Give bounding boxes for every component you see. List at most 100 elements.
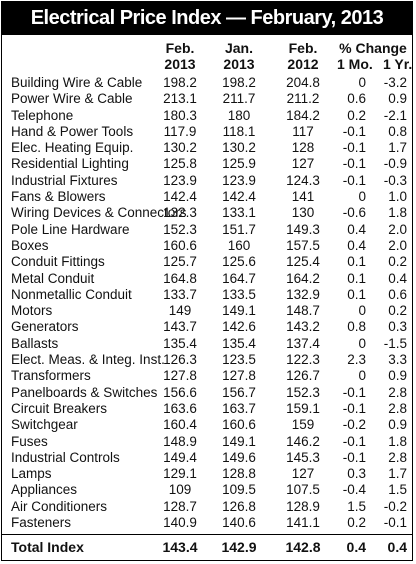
change-one-month: 1.5 [347,498,366,514]
value-feb-2013: 148.9 [163,433,197,449]
change-one-month: 0 [358,335,366,351]
value-feb-2012: 132.9 [286,286,320,302]
change-one-month: 0.1 [347,254,366,270]
change-one-year: 2.8 [388,384,407,400]
change-one-year: 2.8 [388,449,407,465]
change-one-month: 0.4 [347,221,366,237]
value-jan-2013: 133.1 [222,205,256,221]
total-row: Total Index 143.4 142.9 142.8 0.4 0.4 [2,535,412,559]
change-one-month: -0.4 [342,482,366,498]
item-name: Fans & Blowers [11,189,106,205]
change-one-month: -0.1 [342,449,366,465]
value-jan-2013: 180 [227,107,251,123]
value-feb-2012: 130 [291,205,315,221]
value-feb-2012: 125.4 [286,254,320,270]
item-name: Lamps [11,466,52,482]
value-jan-2013: 211.7 [222,91,256,107]
value-jan-2013: 156.7 [222,384,256,400]
column-headers: Feb. 2013 Jan. 2013 Feb. 2012 % Change 1… [2,35,412,75]
value-jan-2013: 149.1 [222,433,256,449]
value-jan-2013: 160.6 [222,417,256,433]
value-feb-2012: 127 [291,466,315,482]
table-row: Appliances 109 109.5 107.5 -0.4 1.5 [2,482,412,498]
change-one-month: 0.2 [347,107,366,123]
value-feb-2012: 164.2 [286,270,320,286]
value-feb-2012: 128.9 [286,498,320,514]
change-one-year: 0.2 [388,254,407,270]
table-row: Fuses 148.9 149.1 146.2 -0.1 1.8 [2,434,412,450]
value-feb-2013: 125.8 [163,156,197,172]
value-feb-2012: 148.7 [286,303,320,319]
item-name: Industrial Fixtures [11,172,118,188]
value-jan-2013: 198.2 [222,75,256,90]
value-jan-2013: 160 [227,237,251,253]
value-feb-2012: 145.3 [286,449,320,465]
item-name: Telephone [11,107,74,123]
header-feb-2012: Feb. 2012 [287,40,319,72]
total-feb-2012: 142.8 [285,539,321,556]
change-one-month: -0.1 [342,140,366,156]
value-jan-2013: 142.4 [222,189,256,205]
table-row: Nonmetallic Conduit 133.7 133.5 132.9 0.1 0.6 [2,287,412,303]
table-row: Circuit Breakers 163.6 163.7 159.1 -0.1 2.8 [2,401,412,417]
value-feb-2013: 140.9 [163,515,197,531]
change-one-month: -0.6 [342,205,366,221]
change-one-year: 1.0 [388,189,407,205]
value-feb-2012: 122.3 [286,352,320,368]
table-row: Wiring Devices & Connectors 132.3 133.1 130… [2,205,412,221]
change-one-month: 0.6 [347,91,366,107]
change-one-month: -0.1 [342,433,366,449]
change-one-month: -0.1 [342,384,366,400]
table-row: Ballasts 135.4 135.4 137.4 0 -1.5 [2,336,412,352]
item-name: Ballasts [11,335,59,351]
change-one-month: 0 [358,75,366,90]
value-feb-2013: 143.7 [163,319,197,335]
change-one-year: 2.0 [388,237,407,253]
value-feb-2012: 146.2 [286,433,320,449]
value-feb-2013: 117.9 [163,123,197,139]
change-one-year: 0.9 [388,368,407,384]
header-pct-change: % Change 1 Mo. 1 Yr. [337,40,413,72]
item-name: Fuses [11,433,48,449]
value-jan-2013: 126.8 [222,498,256,514]
header-feb-2013: Feb. 2013 [164,40,196,72]
value-jan-2013: 164.7 [222,270,256,286]
item-name: Boxes [11,237,49,253]
table-row: Elect. Meas. & Integ. Inst. 126.3 123.5 122… [2,352,412,368]
item-name: Hand & Power Tools [11,123,134,139]
change-one-month: -0.1 [342,172,366,188]
table-row: Elec. Heating Equip. 130.2 130.2 128 -0.1 1.7 [2,140,412,156]
item-name: Power Wire & Cable [11,91,133,107]
value-jan-2013: 123.5 [222,352,256,368]
value-feb-2012: 128 [291,140,315,156]
value-feb-2013: 163.6 [163,400,197,416]
total-label: Total Index [11,539,84,556]
header-jan-2013: Jan. 2013 [223,40,255,72]
change-one-month: 0.2 [347,515,366,531]
change-one-year: -3.2 [383,75,407,90]
table-row: Telephone 180.3 180 184.2 0.2 -2.1 [2,108,412,124]
value-feb-2013: 213.1 [163,91,197,107]
change-one-year: -2.1 [383,107,407,123]
change-one-month: -0.2 [342,417,366,433]
item-name: Fasteners [11,515,72,531]
value-jan-2013: 149.6 [222,449,256,465]
table-row: Lamps 129.1 128.8 127 0.3 1.7 [2,466,412,482]
value-feb-2013: 180.3 [163,107,197,123]
value-feb-2012: 152.3 [286,384,320,400]
item-name: Elect. Meas. & Integ. Inst. [11,352,165,368]
value-feb-2012: 126.7 [286,368,320,384]
change-one-year: 3.3 [388,352,407,368]
value-feb-2012: 107.5 [286,482,320,498]
table-row: Panelboards & Switches 156.6 156.7 152.3 -0.… [2,385,412,401]
table-row: Generators 143.7 142.6 143.2 0.8 0.3 [2,319,412,335]
change-one-month: 0 [358,303,366,319]
value-feb-2013: 128.7 [163,498,197,514]
value-feb-2012: 184.2 [286,107,320,123]
table-body: Building Wire & Cable 198.2 198.2 204.8 0 -3.… [2,75,412,531]
value-jan-2013: 149.1 [222,303,256,319]
total-feb-2013: 143.4 [162,539,198,556]
item-name: Motors [11,303,53,319]
table-row: Air Conditioners 128.7 126.8 128.9 1.5 -0.2 [2,499,412,515]
value-jan-2013: 163.7 [222,400,256,416]
